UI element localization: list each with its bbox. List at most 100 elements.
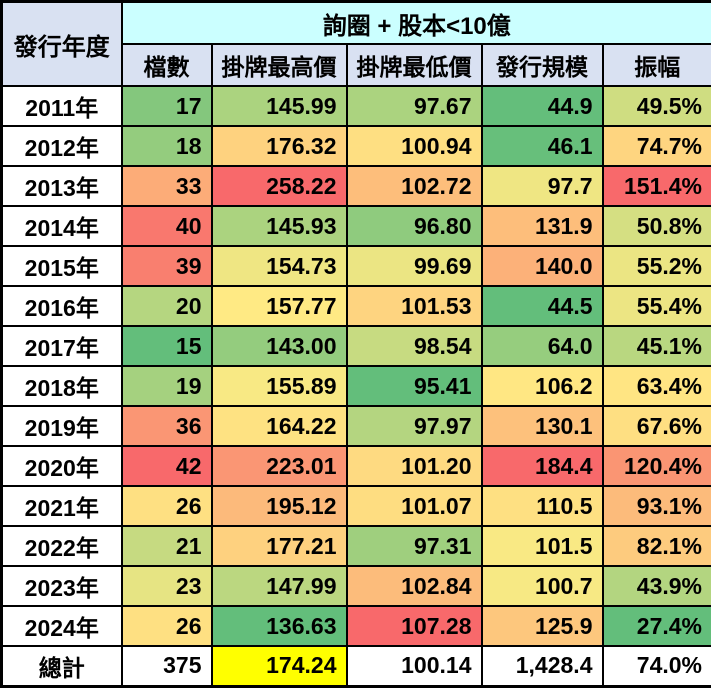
year-cell: 2011年 bbox=[2, 86, 122, 126]
value-cell: 23 bbox=[122, 566, 212, 606]
column-header-listing-low: 掛牌最低價 bbox=[347, 44, 482, 86]
value-cell: 101.5 bbox=[482, 526, 603, 566]
value-cell: 102.72 bbox=[347, 166, 482, 206]
value-cell: 140.0 bbox=[482, 246, 603, 286]
year-cell: 2018年 bbox=[2, 366, 122, 406]
value-cell: 130.1 bbox=[482, 406, 603, 446]
year-cell: 2020年 bbox=[2, 446, 122, 486]
value-cell: 223.01 bbox=[212, 446, 347, 486]
year-cell: 2017年 bbox=[2, 326, 122, 366]
value-cell: 101.53 bbox=[347, 286, 482, 326]
value-cell: 136.63 bbox=[212, 606, 347, 646]
value-cell: 74.7% bbox=[603, 126, 711, 166]
value-cell: 39 bbox=[122, 246, 212, 286]
column-header-count: 檔數 bbox=[122, 44, 212, 86]
year-cell: 2023年 bbox=[2, 566, 122, 606]
value-cell: 154.73 bbox=[212, 246, 347, 286]
value-cell: 67.6% bbox=[603, 406, 711, 446]
value-cell: 95.41 bbox=[347, 366, 482, 406]
value-cell: 143.00 bbox=[212, 326, 347, 366]
value-cell: 110.5 bbox=[482, 486, 603, 526]
table-title: 詢圈 + 股本<10億 bbox=[122, 2, 711, 45]
value-cell: 100.94 bbox=[347, 126, 482, 166]
value-cell: 26 bbox=[122, 486, 212, 526]
value-cell: 375 bbox=[122, 646, 212, 686]
value-cell: 44.9 bbox=[482, 86, 603, 126]
value-cell: 145.99 bbox=[212, 86, 347, 126]
value-cell: 43.9% bbox=[603, 566, 711, 606]
value-cell: 147.99 bbox=[212, 566, 347, 606]
year-cell: 2019年 bbox=[2, 406, 122, 446]
column-header-listing-high: 掛牌最高價 bbox=[212, 44, 347, 86]
value-cell: 101.20 bbox=[347, 446, 482, 486]
value-cell: 145.93 bbox=[212, 206, 347, 246]
year-cell: 2014年 bbox=[2, 206, 122, 246]
value-cell: 97.67 bbox=[347, 86, 482, 126]
value-cell: 174.24 bbox=[212, 646, 347, 686]
value-cell: 44.5 bbox=[482, 286, 603, 326]
value-cell: 21 bbox=[122, 526, 212, 566]
value-cell: 46.1 bbox=[482, 126, 603, 166]
value-cell: 20 bbox=[122, 286, 212, 326]
value-cell: 19 bbox=[122, 366, 212, 406]
value-cell: 26 bbox=[122, 606, 212, 646]
value-cell: 100.7 bbox=[482, 566, 603, 606]
value-cell: 101.07 bbox=[347, 486, 482, 526]
value-cell: 18 bbox=[122, 126, 212, 166]
value-cell: 63.4% bbox=[603, 366, 711, 406]
year-cell: 2012年 bbox=[2, 126, 122, 166]
value-cell: 99.69 bbox=[347, 246, 482, 286]
year-cell: 2024年 bbox=[2, 606, 122, 646]
value-cell: 184.4 bbox=[482, 446, 603, 486]
column-header-issue-scale: 發行規模 bbox=[482, 44, 603, 86]
value-cell: 98.54 bbox=[347, 326, 482, 366]
header-row-top: 發行年度 詢圈 + 股本<10億 bbox=[2, 2, 711, 45]
value-cell: 97.31 bbox=[347, 526, 482, 566]
year-cell: 2015年 bbox=[2, 246, 122, 286]
value-cell: 106.2 bbox=[482, 366, 603, 406]
value-cell: 131.9 bbox=[482, 206, 603, 246]
value-cell: 258.22 bbox=[212, 166, 347, 206]
row-header-label: 發行年度 bbox=[2, 2, 122, 87]
value-cell: 97.97 bbox=[347, 406, 482, 446]
year-cell: 2021年 bbox=[2, 486, 122, 526]
value-cell: 36 bbox=[122, 406, 212, 446]
value-cell: 164.22 bbox=[212, 406, 347, 446]
value-cell: 120.4% bbox=[603, 446, 711, 486]
value-cell: 15 bbox=[122, 326, 212, 366]
value-cell: 177.21 bbox=[212, 526, 347, 566]
column-header-amplitude: 振幅 bbox=[603, 44, 711, 86]
year-cell: 2022年 bbox=[2, 526, 122, 566]
value-cell: 100.14 bbox=[347, 646, 482, 686]
value-cell: 96.80 bbox=[347, 206, 482, 246]
value-cell: 151.4% bbox=[603, 166, 711, 206]
year-cell: 2013年 bbox=[2, 166, 122, 206]
value-cell: 1,428.4 bbox=[482, 646, 603, 686]
value-cell: 55.4% bbox=[603, 286, 711, 326]
value-cell: 50.8% bbox=[603, 206, 711, 246]
value-cell: 195.12 bbox=[212, 486, 347, 526]
value-cell: 64.0 bbox=[482, 326, 603, 366]
value-cell: 176.32 bbox=[212, 126, 347, 166]
value-cell: 97.7 bbox=[482, 166, 603, 206]
year-cell: 2016年 bbox=[2, 286, 122, 326]
value-cell: 74.0% bbox=[603, 646, 711, 686]
value-cell: 55.2% bbox=[603, 246, 711, 286]
value-cell: 102.84 bbox=[347, 566, 482, 606]
value-cell: 107.28 bbox=[347, 606, 482, 646]
